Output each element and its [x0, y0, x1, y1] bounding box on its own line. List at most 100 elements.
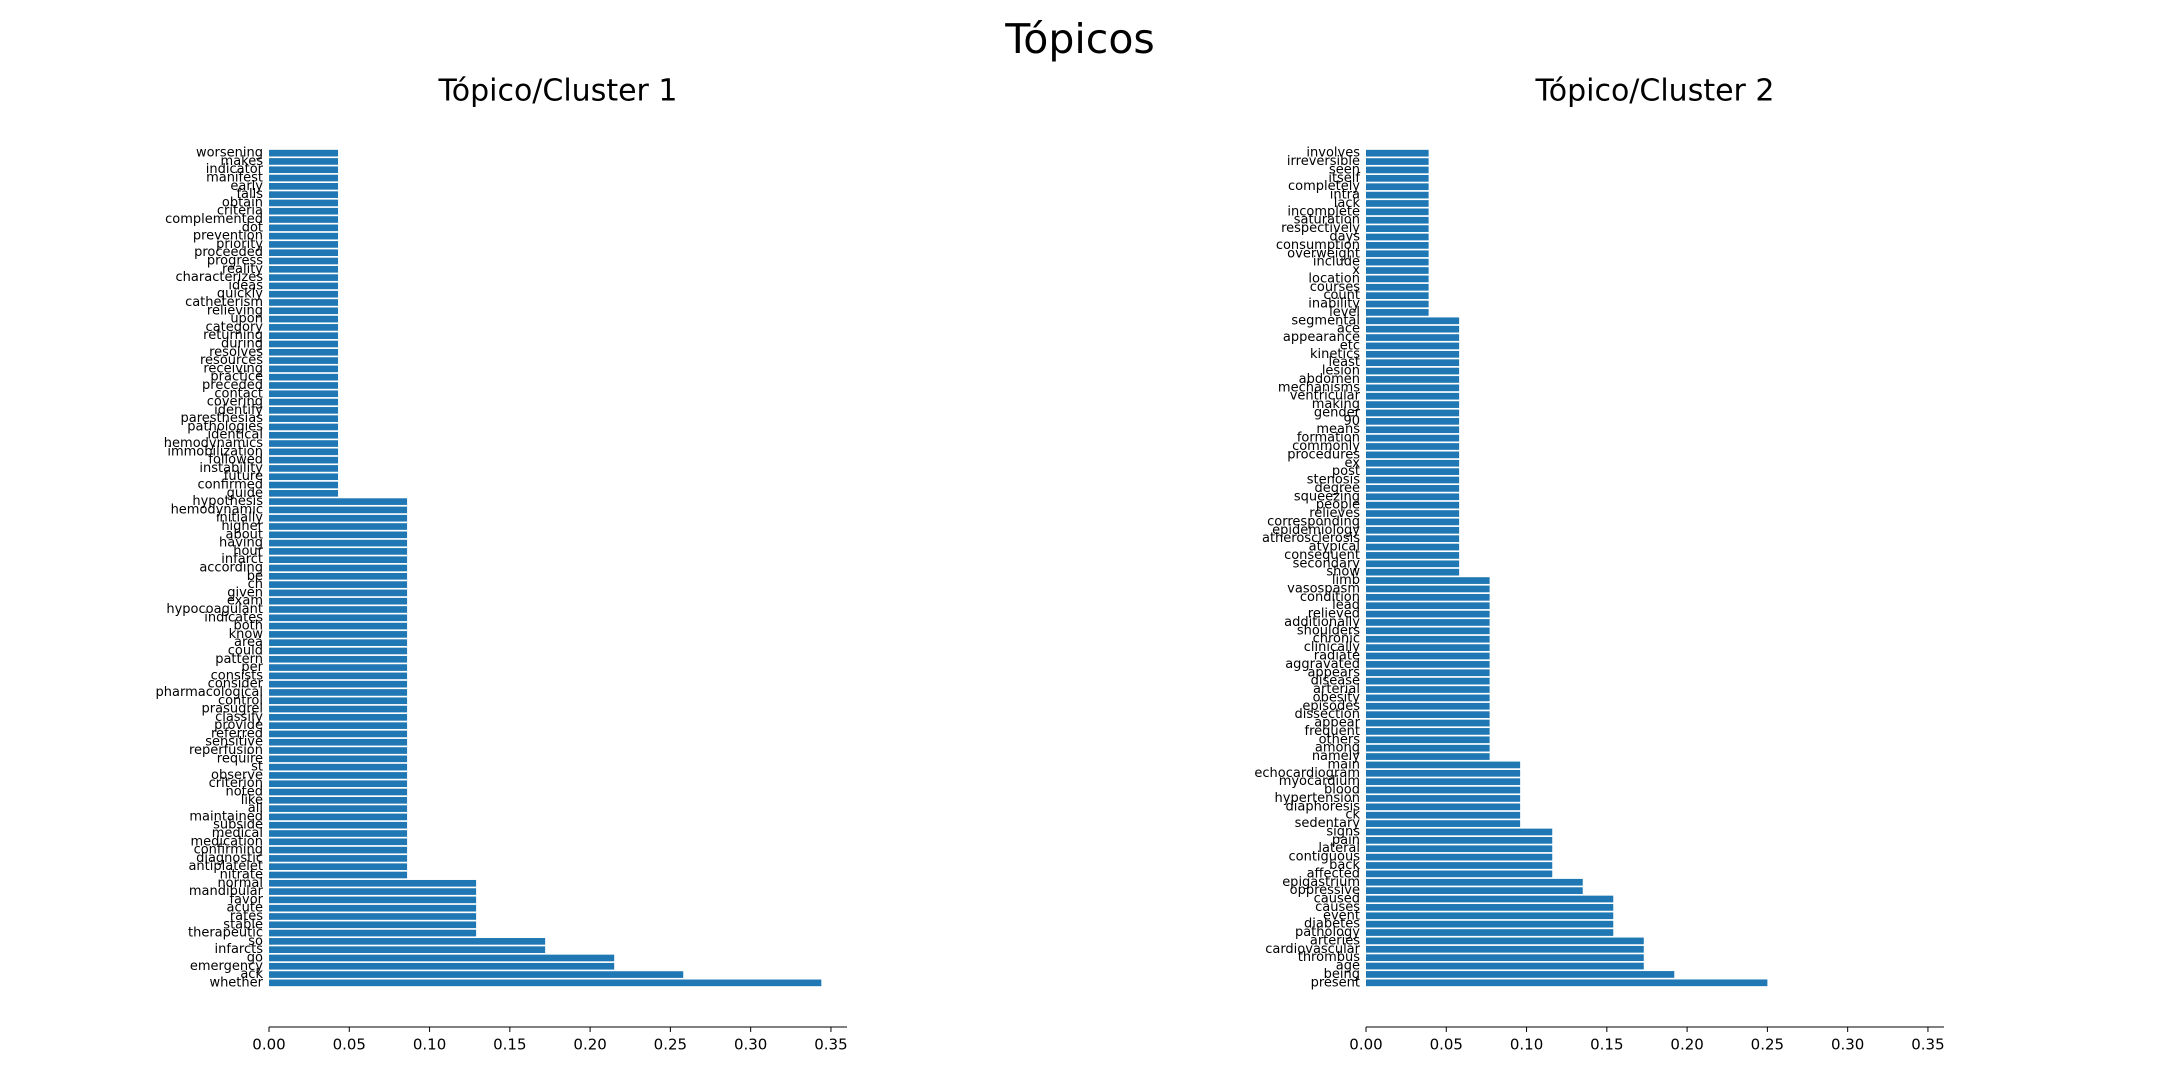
y-tick-label: age [1336, 959, 1360, 974]
y-tick-label: pain [1332, 833, 1360, 848]
x-tick-label: 0.00 [252, 1036, 285, 1054]
y-tick-label: could [228, 643, 263, 658]
bar [1366, 778, 1521, 786]
x-tick-label: 0.05 [333, 1036, 366, 1054]
bar [1366, 971, 1675, 978]
bar [269, 382, 339, 389]
y-tick-label: antiplatelet [188, 859, 263, 874]
bar [269, 539, 408, 547]
y-tick-label: hemodynamics [164, 436, 263, 451]
bar [269, 523, 408, 530]
bar [269, 531, 408, 539]
bar [269, 166, 339, 174]
y-tick-label: all [248, 801, 263, 816]
y-tick-label: priority [216, 237, 263, 252]
bar [1366, 409, 1460, 417]
bar [1366, 811, 1521, 819]
y-tick-label: reperfusion [189, 743, 263, 758]
bar [269, 158, 339, 165]
y-tick-label: returning [203, 328, 263, 343]
y-tick-label: overweight [1287, 246, 1360, 261]
y-tick-label: identical [207, 428, 263, 443]
y-tick-label: infarct [221, 552, 263, 567]
y-tick-label: initially [216, 511, 263, 526]
bar [269, 879, 477, 887]
bar [1366, 602, 1490, 610]
y-tick-label: completely [1288, 179, 1360, 194]
bar [1366, 677, 1490, 685]
y-tick-label: commonly [1292, 439, 1360, 454]
y-tick-label: prasugrel [202, 702, 264, 717]
y-tick-label: episodes [1302, 699, 1360, 714]
y-tick-label: vasospasm [1287, 581, 1360, 596]
y-tick-label: count [1323, 288, 1360, 303]
y-tick-label: chronic [1313, 632, 1360, 647]
y-tick-label: contact [214, 386, 263, 401]
y-tick-label: dot [242, 220, 263, 235]
y-tick-label: diagnostic [196, 851, 263, 866]
bar [1366, 904, 1614, 911]
y-tick-label: level [1329, 305, 1360, 320]
y-tick-label: higher [221, 519, 263, 534]
y-tick-label: atherosclerosis [1262, 531, 1360, 546]
y-tick-label: proceeded [194, 245, 263, 260]
y-tick-label: both [233, 619, 263, 634]
y-tick-label: blood [1324, 783, 1360, 798]
bar [1366, 233, 1429, 241]
y-tick-label: ck [1345, 808, 1360, 823]
bar [269, 265, 339, 273]
bar [269, 490, 339, 497]
bar [269, 855, 408, 862]
bar [269, 722, 408, 729]
bar [1366, 225, 1429, 232]
bar [1366, 392, 1460, 400]
bar [269, 772, 408, 779]
y-tick-label: exam [227, 594, 263, 609]
bar [1366, 937, 1644, 945]
y-tick-label: respectively [1281, 221, 1360, 236]
y-tick-label: lateral [1318, 841, 1360, 856]
bar [269, 274, 339, 281]
y-tick-label: criteria [217, 204, 263, 219]
bar [1366, 317, 1460, 325]
bar [1366, 711, 1490, 719]
bar [269, 871, 408, 879]
y-tick-label: atypical [1309, 540, 1360, 555]
bar [269, 606, 408, 613]
y-tick-label: infarcts [215, 942, 264, 957]
bar [1366, 334, 1460, 341]
y-tick-label: limb [1332, 573, 1360, 588]
y-tick-label: back [1329, 858, 1360, 873]
bar [269, 324, 339, 331]
y-tick-label: shoulders [1297, 623, 1360, 638]
y-tick-label: clinically [1304, 640, 1361, 655]
bar [269, 174, 339, 182]
bar [1366, 585, 1490, 593]
y-tick-label: covering [207, 395, 263, 410]
x-tick-label: 0.30 [734, 1036, 767, 1054]
bar [1366, 510, 1460, 517]
bar [1366, 728, 1490, 735]
y-tick-label: indicator [206, 162, 264, 177]
bar [269, 805, 408, 812]
y-tick-label: medication [190, 834, 263, 849]
bar [1366, 769, 1521, 777]
bar [1366, 434, 1460, 442]
y-tick-label: immobilization [167, 444, 263, 459]
y-tick-label: saturation [1294, 213, 1360, 228]
y-tick-label: itself [1328, 171, 1360, 186]
y-tick-label: affected [1307, 866, 1360, 881]
bar [269, 796, 408, 804]
bar [269, 216, 339, 223]
bar [1366, 786, 1521, 794]
bar [1366, 376, 1460, 383]
bar [269, 780, 408, 788]
y-tick-label: quickly [217, 287, 263, 302]
bar [269, 207, 339, 215]
bar [1366, 552, 1460, 559]
y-tick-label: thrombus [1298, 950, 1361, 965]
bar [269, 423, 339, 431]
y-tick-label: involves [1306, 146, 1360, 161]
y-tick-label: stable [223, 917, 263, 932]
y-tick-label: oppressive [1290, 883, 1360, 898]
